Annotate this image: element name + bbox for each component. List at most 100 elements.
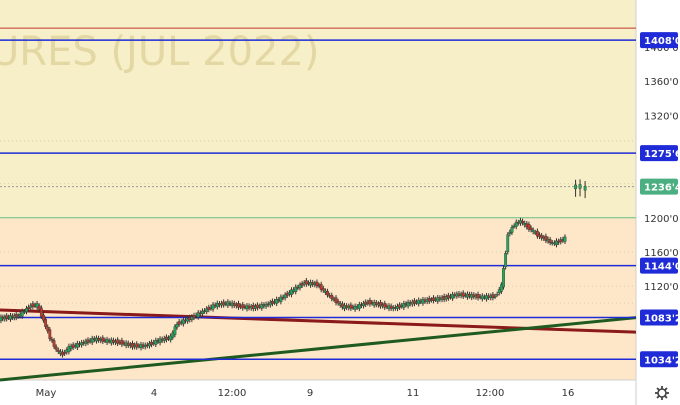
candle-body <box>50 339 54 341</box>
candle-body <box>321 288 325 291</box>
candle-body <box>181 319 185 325</box>
price-axis-area <box>636 0 680 405</box>
candle-body <box>540 235 544 239</box>
candle-body <box>368 300 372 305</box>
candle-body <box>555 240 558 246</box>
candle-body <box>101 337 105 342</box>
candle-body <box>154 340 158 345</box>
gap-candle-body <box>574 184 577 190</box>
candle-body <box>508 231 512 235</box>
level-badge-label: 1083'2 <box>644 313 680 324</box>
time-axis-area <box>0 380 636 405</box>
candle-body <box>326 291 329 296</box>
candle-body <box>196 312 200 318</box>
candle-body <box>237 303 240 308</box>
current-price-badge <box>640 178 678 195</box>
y-tick-label: 1400'0 <box>644 43 679 54</box>
zone-band-1 <box>0 217 636 380</box>
trendline-1 <box>0 316 637 382</box>
candle-body <box>169 335 173 341</box>
candle-body <box>402 303 406 308</box>
candle-body <box>80 342 84 346</box>
candle-body <box>20 310 24 317</box>
candle-body <box>44 319 47 327</box>
candle-body <box>563 236 567 242</box>
current-price-label: 1236'4 <box>644 183 680 194</box>
candle-body <box>264 303 268 307</box>
y-tick-label: 1120'0 <box>644 282 679 293</box>
level-badge-4 <box>640 351 678 368</box>
candle-body <box>544 235 548 241</box>
y-tick-label: 1320'0 <box>644 111 679 122</box>
candle-body <box>514 221 518 227</box>
candle-body <box>499 284 503 292</box>
candle-body <box>37 305 41 310</box>
y-tick-label: 1200'0 <box>644 214 679 225</box>
candle-body <box>536 230 539 237</box>
candle-body <box>521 220 524 224</box>
candle-body <box>48 329 52 339</box>
candle-body <box>304 280 308 285</box>
gap-candle-body <box>583 185 587 191</box>
candle-body <box>502 268 505 288</box>
candle-body <box>315 281 319 286</box>
candle-body <box>175 324 179 328</box>
candle-body <box>319 284 323 290</box>
watermark-text: URES (JUL 2022) <box>0 29 320 75</box>
candle-body <box>330 295 334 299</box>
candle-body <box>27 306 31 309</box>
settings-gear-icon[interactable] <box>655 386 669 400</box>
candle-body <box>506 234 510 253</box>
y-tick-label: 1360'0 <box>644 77 679 88</box>
x-tick-label: May <box>36 388 57 399</box>
candle-body <box>527 224 531 230</box>
candle-body <box>461 292 465 297</box>
candle-body <box>56 349 60 352</box>
candle-body <box>548 239 552 243</box>
candle-body <box>25 308 28 313</box>
candle-body <box>171 332 175 338</box>
candle-body <box>42 314 45 321</box>
candle-body <box>135 343 139 348</box>
candle-body <box>279 296 283 302</box>
candle-body <box>285 293 289 296</box>
candle-body <box>275 299 279 304</box>
candle-body <box>504 253 508 268</box>
candle-body <box>260 304 264 309</box>
candle-body <box>39 307 43 317</box>
candle-body <box>90 338 94 343</box>
candle-body <box>379 302 382 307</box>
candle-body <box>389 305 393 309</box>
x-tick-label: 12:00 <box>476 388 505 399</box>
candle-body <box>336 301 340 304</box>
candle-body <box>406 302 410 307</box>
level-badge-label: 1408'0 <box>644 36 680 47</box>
y-tick-label: 1160'0 <box>644 248 679 259</box>
candle-body <box>75 343 79 348</box>
candle-body <box>46 326 50 332</box>
candle-body <box>126 342 130 346</box>
candle-body <box>298 284 302 289</box>
level-badge-3 <box>640 309 678 326</box>
candle-body <box>120 340 124 345</box>
candle-body <box>201 310 204 315</box>
level-badge-label: 1275'6 <box>644 149 680 160</box>
candle-body <box>300 283 304 286</box>
candle-body <box>559 239 563 243</box>
candle-body <box>16 315 20 318</box>
candle-body <box>190 316 194 320</box>
zone-band-0 <box>0 0 636 218</box>
candle-body <box>207 307 211 310</box>
candle-body <box>357 304 361 309</box>
level-badge-2 <box>640 257 678 274</box>
candle-body <box>334 297 338 304</box>
level-badge-1 <box>640 145 678 162</box>
gap-candle-body <box>578 184 582 189</box>
candle-body <box>383 303 387 308</box>
candle-body <box>294 286 298 293</box>
candle-body <box>510 227 514 233</box>
candle-body <box>451 294 455 299</box>
x-tick-label: 9 <box>307 388 313 399</box>
candle-body <box>531 229 535 232</box>
